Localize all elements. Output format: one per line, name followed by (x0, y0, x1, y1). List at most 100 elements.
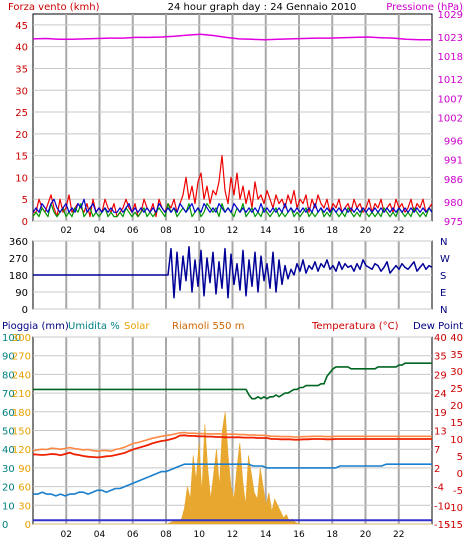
wind-speed-line (32, 198, 433, 213)
direction-tick-label: 270 (9, 254, 28, 265)
solar-label: Solar (124, 321, 150, 332)
temperature-line (32, 434, 432, 459)
pressure-tick-label: 986 (444, 175, 463, 186)
temp-tick-label: 40 (434, 333, 447, 344)
temp-tick-label: 7 (434, 445, 440, 456)
humidity-label: Umidita % (68, 321, 120, 332)
humidity-tick-label: 100 (2, 333, 21, 344)
x-tick-label: 22 (393, 530, 404, 540)
pressure-line (32, 33, 432, 41)
x-tick-label: 10 (194, 226, 206, 236)
x-tick-label: 02 (61, 530, 72, 540)
solar-tick-label: 270 (12, 352, 31, 363)
pressure-tick-label: 1012 (438, 75, 463, 86)
solar-tick-label: 60 (18, 483, 31, 494)
panel1-series (32, 33, 433, 218)
humidity-tick-label: 90 (2, 352, 15, 363)
temp-tick-label: 19 (434, 408, 447, 419)
pressure-tick-label: 1002 (438, 114, 463, 125)
temp-tick-label: 24 (434, 389, 447, 400)
panel3-x-ticks: 02 04 06 08 10 12 14 16 18 20 22 (61, 530, 405, 540)
compass-label: S (440, 271, 446, 282)
dewpoint-label: Dew Point (413, 321, 463, 332)
temperature-panel: Pioggia (mm) Umidita % Solar Riamoli 550… (2, 321, 463, 540)
pressure-tick-label: 980 (444, 198, 463, 209)
solar-tick-label: 120 (12, 445, 31, 456)
temp-tick-label: 2 (434, 464, 440, 475)
pressure-axis-label: Pressione (hPa) (386, 2, 463, 13)
x-tick-label: 16 (293, 530, 305, 540)
x-tick-label: 06 (127, 226, 139, 236)
compass-label: N (440, 237, 447, 248)
x-tick-label: 18 (327, 530, 339, 540)
solar-tick-label: 0 (25, 520, 31, 531)
wind-tick-label: 10 (15, 173, 28, 184)
panel1-grid (33, 14, 432, 222)
wind-direction-line (33, 245, 433, 299)
humidity-tick-label: 70 (2, 389, 15, 400)
temp-tick-label: 13 (434, 427, 447, 438)
temp-right-tick-label: 20 (450, 401, 463, 412)
wind-tick-label: 15 (15, 152, 28, 163)
temp-right-tick-label: 25 (450, 384, 463, 395)
x-tick-label: 20 (360, 226, 372, 236)
wind-tick-label: 30 (15, 86, 28, 97)
temp-right-tick-label: -5 (453, 486, 463, 497)
wind-pressure-panel: Forza vento (kmh) 24 hour graph day : 24… (8, 2, 463, 236)
humidity-tick-label: 60 (2, 408, 15, 419)
humidity-tick-label: 80 (2, 370, 15, 381)
solar-tick-label: 300 (12, 333, 31, 344)
wind-tick-label: 0 (22, 217, 28, 228)
pressure-tick-label: 991 (444, 156, 463, 167)
pressure-tick-label: 996 (444, 137, 463, 148)
x-tick-label: 04 (94, 530, 106, 540)
compass-label: W (440, 254, 450, 265)
wind-tick-label: 20 (15, 130, 28, 141)
x-tick-label: 12 (227, 226, 238, 236)
direction-tick-label: 0 (22, 305, 28, 316)
temp-right-tick-label: 0 (457, 469, 463, 480)
temp-tick-label: -4 (434, 483, 444, 494)
panel1-right-ticks: 975 980 986 991 996 1002 1007 1012 1018 1023 1029 (438, 10, 463, 228)
wind-tick-label: 5 (22, 195, 28, 206)
panel1-left-ticks: 0 5 10 15 20 25 30 35 40 45 (15, 21, 28, 228)
pressure-tick-label: 1018 (438, 52, 463, 63)
x-tick-label: 10 (194, 530, 206, 540)
compass-label: N (440, 305, 447, 316)
x-tick-label: 08 (160, 226, 172, 236)
wind-tick-label: 40 (15, 43, 28, 54)
temp-tick-label: -10 (434, 501, 450, 512)
temp-tick-label: 29 (434, 370, 447, 381)
temp-tick-label: 35 (434, 352, 447, 363)
direction-tick-label: 180 (9, 271, 28, 282)
direction-tick-label: 90 (15, 288, 28, 299)
solar-area (33, 411, 432, 525)
indoor-line (33, 463, 432, 497)
x-tick-label: 18 (327, 226, 339, 236)
temp-right-tick-label: 15 (450, 418, 463, 429)
solar-tick-label: 240 (12, 370, 31, 381)
solar-tick-label: 30 (18, 501, 31, 512)
solar-tick-label: 210 (12, 389, 31, 400)
pressure-tick-label: 1007 (438, 94, 463, 105)
pressure-tick-label: 1029 (438, 10, 463, 21)
wind-tick-label: 35 (15, 64, 28, 75)
pressure-tick-label: 975 (444, 217, 463, 228)
x-tick-label: 20 (360, 530, 372, 540)
direction-tick-label: 360 (9, 237, 28, 248)
temp-right-tick-label: 40 (450, 333, 463, 344)
temp-right-tick-label: -10 (447, 503, 463, 514)
temp-right-tick-label: 30 (450, 367, 463, 378)
x-tick-label: 08 (160, 530, 172, 540)
humidity-tick-label: 20 (2, 483, 15, 494)
compass-label: E (440, 288, 446, 299)
humidity-tick-label: 0 (2, 520, 8, 531)
x-tick-label: 22 (393, 226, 404, 236)
solar-tick-label: 180 (12, 408, 31, 419)
x-tick-label: 02 (61, 226, 72, 236)
wind-axis-label: Forza vento (kmh) (8, 2, 100, 13)
panel2-left-ticks: 0 90 180 270 360 (9, 237, 28, 316)
humidity-tick-label: 50 (2, 427, 15, 438)
